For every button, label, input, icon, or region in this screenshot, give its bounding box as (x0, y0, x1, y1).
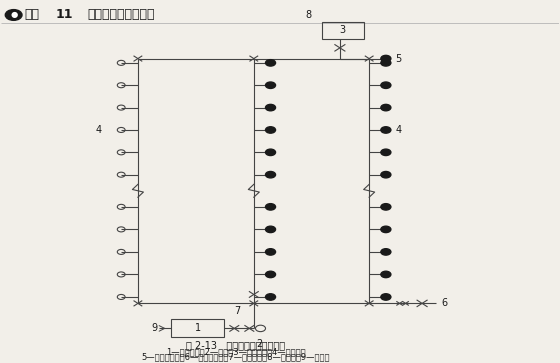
Text: 9: 9 (151, 323, 157, 333)
Text: 5: 5 (395, 54, 401, 64)
Circle shape (265, 105, 276, 111)
Circle shape (381, 105, 391, 111)
Text: 4: 4 (396, 125, 402, 135)
Text: ●: ● (10, 11, 17, 20)
Circle shape (265, 294, 276, 300)
Text: 1: 1 (195, 323, 201, 333)
Circle shape (265, 226, 276, 233)
Circle shape (381, 82, 391, 89)
Circle shape (381, 60, 391, 66)
Circle shape (381, 127, 391, 133)
Text: 图解: 图解 (25, 8, 40, 21)
Text: 8: 8 (306, 10, 312, 20)
Text: 3: 3 (339, 25, 346, 35)
Circle shape (265, 149, 276, 155)
Circle shape (5, 9, 22, 20)
Circle shape (265, 82, 276, 89)
Circle shape (381, 171, 391, 178)
Text: 5—试验消防栓；6—水泵接合器；7—消防干管；8—给水管；9—引入管: 5—试验消防栓；6—水泵接合器；7—消防干管；8—给水管；9—引入管 (141, 352, 330, 361)
Text: 2: 2 (256, 339, 263, 349)
Text: 7: 7 (234, 306, 240, 315)
Circle shape (265, 127, 276, 133)
Circle shape (265, 249, 276, 255)
Circle shape (381, 249, 391, 255)
Bar (171, 319, 224, 337)
Text: 6: 6 (442, 298, 447, 309)
Text: 图 2-13   消火栓给水系统的组成: 图 2-13 消火栓给水系统的组成 (186, 340, 285, 350)
Circle shape (265, 204, 276, 210)
Circle shape (381, 55, 391, 62)
Circle shape (381, 226, 391, 233)
Bar (322, 22, 363, 39)
Text: 消火栓给水系统组成: 消火栓给水系统组成 (88, 8, 155, 21)
Text: 1—消防水池；2—水泵；3—高位水箱；4—消防栓；: 1—消防水池；2—水泵；3—高位水箱；4—消防栓； (166, 347, 305, 356)
Text: 4: 4 (96, 125, 102, 135)
Circle shape (265, 271, 276, 278)
Text: 11: 11 (56, 8, 73, 21)
Circle shape (381, 271, 391, 278)
Circle shape (381, 149, 391, 155)
Circle shape (381, 204, 391, 210)
Circle shape (265, 171, 276, 178)
Circle shape (381, 294, 391, 300)
Circle shape (265, 60, 276, 66)
